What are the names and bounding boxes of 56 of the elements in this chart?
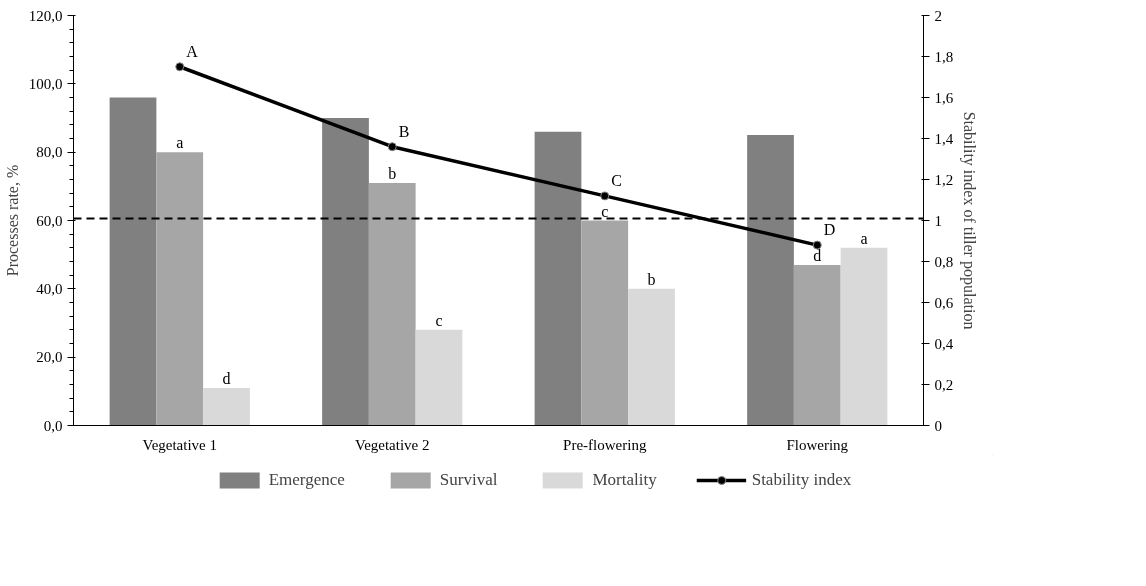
legend-label: Mortality: [592, 470, 657, 490]
data-label: B: [398, 122, 410, 140]
data-label: d: [222, 369, 231, 387]
bar: [628, 288, 675, 426]
bar: [203, 387, 250, 426]
data-label: c: [435, 311, 443, 329]
y-tick-label: 0,0: [43, 417, 63, 434]
y-axis-title: Processes rate, %: [3, 164, 21, 277]
y-tick-label: 100,0: [28, 75, 63, 92]
bar: [534, 131, 582, 426]
data-label: c: [601, 202, 609, 220]
bar: [581, 220, 629, 426]
bar: [322, 118, 369, 426]
y2-tick-label: 0,6: [934, 294, 954, 311]
x-tick-label: Flowering: [786, 436, 849, 453]
y-tick-label: 60,0: [36, 212, 63, 229]
data-label: d: [813, 246, 822, 264]
legend-label: Survival: [439, 470, 498, 490]
legend-label: Stability index: [751, 470, 852, 490]
point: [387, 142, 397, 152]
point: [600, 191, 610, 201]
bar: [840, 247, 888, 426]
data-label: a: [860, 229, 868, 247]
bar: [109, 97, 157, 426]
bar: [368, 182, 416, 426]
y2-axis-title: Stability index of tiller population: [960, 111, 979, 330]
legend-label: Emergence: [268, 470, 345, 490]
x-tick-label: Vegetative 2: [354, 436, 430, 453]
y2-tick-label: 0,4: [934, 335, 954, 352]
y-tick-label: 20,0: [36, 349, 63, 366]
bar: [415, 329, 463, 426]
data-label: A: [186, 42, 199, 60]
y2-tick-label: 1,4: [934, 130, 954, 147]
y2-tick-label: 0: [934, 417, 942, 434]
point: [175, 62, 185, 72]
x-tick-label: Vegetative 1: [142, 436, 218, 453]
data-label: b: [388, 164, 397, 182]
data-label: a: [176, 134, 184, 152]
y-tick-label: 120,0: [28, 7, 63, 24]
point: [812, 240, 822, 250]
y-tick-label: 80,0: [36, 144, 63, 161]
y2-tick-label: 1,8: [934, 48, 954, 65]
bar: [793, 264, 841, 426]
y2-tick-label: 1,6: [934, 89, 954, 106]
y2-tick-label: 0,8: [934, 253, 954, 270]
bar: [156, 152, 204, 426]
data-label: b: [647, 270, 656, 288]
x-tick-label: Pre-flowering: [563, 436, 647, 453]
y2-tick-label: 1: [934, 212, 942, 229]
y2-tick-label: 0,2: [934, 376, 954, 393]
y-tick-label: 40,0: [36, 280, 63, 297]
data-label: C: [611, 171, 622, 189]
data-label: D: [823, 221, 836, 239]
y2-tick-label: 2: [934, 7, 942, 24]
y2-tick-label: 1,2: [934, 171, 954, 188]
bar: [747, 135, 794, 426]
